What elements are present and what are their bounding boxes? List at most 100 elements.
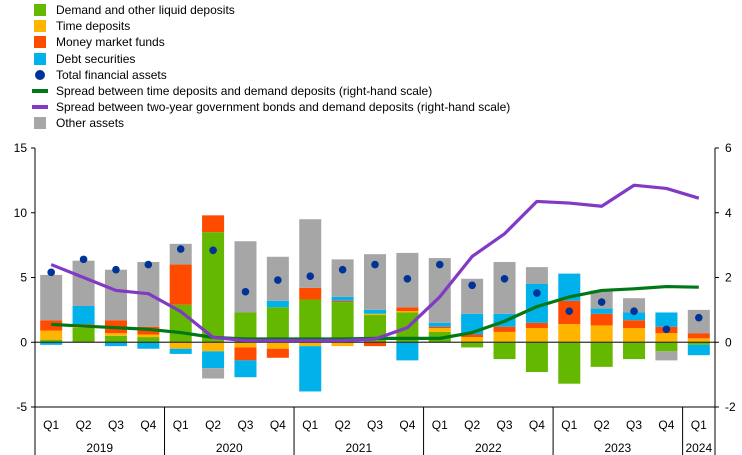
bar-segment-other-assets xyxy=(40,274,63,321)
bar-segment-debt-securities xyxy=(331,296,354,301)
total-assets-dot xyxy=(403,274,412,283)
year-label: 2020 xyxy=(216,441,243,455)
bar-segment-time-deposits xyxy=(169,342,192,349)
total-assets-dot xyxy=(79,255,88,264)
legend-swatch xyxy=(32,105,48,110)
bar-segment-debt-securities xyxy=(623,312,646,321)
bar-segment-time-deposits xyxy=(493,331,516,343)
bar-segment-debt-securities xyxy=(40,342,63,345)
bar-segment-other-assets xyxy=(234,241,257,313)
bar-segment-time-deposits xyxy=(137,334,160,338)
bar-segment-money-market-funds xyxy=(363,342,387,347)
bar-segment-debt-securities xyxy=(266,300,289,308)
legend-swatch xyxy=(34,117,46,130)
legend-item-bond-spread: Spread between two-year government bonds… xyxy=(32,99,510,115)
x-tick-label: Q3 xyxy=(108,418,124,432)
x-tick-label: Q4 xyxy=(399,418,415,432)
x-tick-label: Q2 xyxy=(594,418,610,432)
legend-swatch xyxy=(34,20,46,33)
x-tick-label: Q3 xyxy=(237,418,253,432)
bar-segment-debt-securities xyxy=(525,283,548,323)
y2-tick-label: -2 xyxy=(725,400,736,414)
legend-label: Time deposits xyxy=(56,19,131,34)
bar-segment-demand-and-other-liquid-deposits xyxy=(331,302,354,343)
bar-segment-debt-securities xyxy=(687,344,710,356)
bar-segment-money-market-funds xyxy=(525,322,548,329)
bar-segment-demand-and-other-liquid-deposits xyxy=(137,337,160,343)
bar-segment-time-deposits xyxy=(104,333,127,336)
bar-segment-debt-securities xyxy=(655,312,678,327)
legend-swatch xyxy=(34,36,46,49)
total-assets-dot xyxy=(306,272,315,281)
legend-item-other-assets: Other assets xyxy=(34,115,510,131)
x-tick-label: Q3 xyxy=(367,418,383,432)
x-tick-label: Q4 xyxy=(270,418,286,432)
legend-item-demand-deposits: Demand and other liquid deposits xyxy=(34,2,510,18)
bar-segment-demand-and-other-liquid-deposits xyxy=(40,339,63,343)
legend-swatch xyxy=(32,89,48,94)
bar-segment-money-market-funds xyxy=(590,313,613,326)
bar-segment-money-market-funds xyxy=(396,307,419,312)
bar-segment-other-assets xyxy=(623,298,646,313)
y-tick-label: -5 xyxy=(16,400,27,414)
year-label: 2021 xyxy=(345,441,372,455)
bar-segment-demand-and-other-liquid-deposits xyxy=(299,299,322,343)
bar-segment-debt-securities xyxy=(202,351,225,369)
bar-segment-time-deposits xyxy=(331,342,354,347)
total-assets-dot xyxy=(597,298,606,306)
bar-segment-debt-securities xyxy=(590,308,613,314)
legend-item-money-market-funds: Money market funds xyxy=(34,34,510,50)
y-tick-label: 10 xyxy=(14,206,28,220)
x-tick-label: Q3 xyxy=(626,418,642,432)
bar-segment-time-deposits xyxy=(266,342,289,349)
bar-segment-demand-and-other-liquid-deposits xyxy=(623,342,646,360)
bar-segment-other-assets xyxy=(461,278,484,314)
total-assets-dot xyxy=(565,307,574,315)
y-tick-label: 15 xyxy=(14,141,28,155)
bar-segment-debt-securities xyxy=(428,322,451,327)
total-assets-dot xyxy=(112,265,120,274)
bar-segment-debt-securities xyxy=(104,342,127,347)
bar-segment-demand-and-other-liquid-deposits xyxy=(493,342,516,360)
bar-segment-demand-and-other-liquid-deposits xyxy=(687,342,710,345)
y2-tick-label: 4 xyxy=(725,206,732,220)
x-tick-label: Q2 xyxy=(205,418,221,432)
legend-label: Total financial assets xyxy=(56,67,167,82)
legend-swatch xyxy=(34,4,46,17)
bar-segment-time-deposits xyxy=(428,328,451,332)
bar-segment-other-assets xyxy=(493,261,516,314)
bar-segment-money-market-funds xyxy=(461,334,484,338)
total-assets-dot xyxy=(630,307,638,315)
bar-segment-time-deposits xyxy=(623,328,646,343)
legend-label: Debt securities xyxy=(56,51,136,66)
bar-segment-other-assets xyxy=(525,267,548,284)
bar-segment-demand-and-other-liquid-deposits xyxy=(461,342,484,348)
x-tick-label: Q4 xyxy=(529,418,545,432)
x-tick-label: Q2 xyxy=(464,418,480,432)
x-tick-label: Q1 xyxy=(432,418,448,432)
bar-segment-time-deposits xyxy=(202,342,225,352)
bar-segment-time-deposits xyxy=(234,342,257,348)
bar-segment-demand-and-other-liquid-deposits xyxy=(558,342,581,384)
x-tick-label: Q4 xyxy=(140,418,156,432)
bar-segment-debt-securities xyxy=(363,309,387,314)
legend-swatch xyxy=(34,52,46,65)
bar-segment-demand-and-other-liquid-deposits xyxy=(104,335,127,343)
y-tick-label: 5 xyxy=(20,271,27,285)
total-assets-dot xyxy=(371,260,379,269)
x-tick-label: Q1 xyxy=(173,418,189,432)
bar-segment-other-assets xyxy=(169,243,192,265)
bar-segment-money-market-funds xyxy=(493,326,516,332)
bar-segment-money-market-funds xyxy=(266,348,289,358)
x-tick-label: Q1 xyxy=(43,418,59,432)
year-label: 2022 xyxy=(475,441,502,455)
legend-label: Other assets xyxy=(56,116,125,131)
legend-item-time-deposits: Time deposits xyxy=(34,18,510,34)
bond-spread-line xyxy=(50,183,700,343)
x-tick-label: Q4 xyxy=(658,418,674,432)
total-assets-dot xyxy=(533,289,541,297)
legend-label: Demand and other liquid deposits xyxy=(56,3,235,17)
total-assets-dot xyxy=(695,313,703,322)
legend-swatch xyxy=(35,69,45,80)
